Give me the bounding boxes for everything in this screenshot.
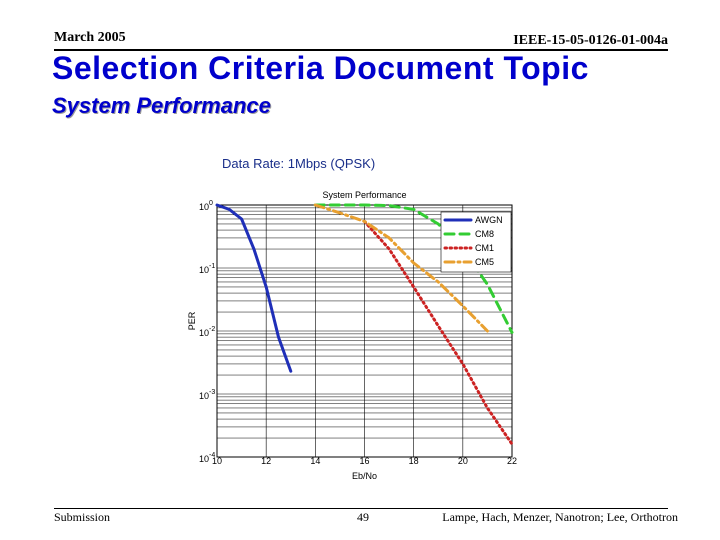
chart-caption: Data Rate: 1Mbps (QPSK) <box>222 156 376 171</box>
series-line-cm5 <box>313 203 489 333</box>
x-tick-label: 20 <box>458 456 468 466</box>
header-rule <box>54 49 668 51</box>
x-tick-label: 14 <box>310 456 320 466</box>
y-tick-label: 100 <box>199 200 213 212</box>
y-axis-label: PER <box>187 311 197 330</box>
y-tick-label: 10-2 <box>199 326 215 338</box>
x-tick-label: 18 <box>409 456 419 466</box>
footer-authors: Lampe, Hach, Menzer, Nanotron; Lee, Orth… <box>442 510 678 524</box>
x-tick-label: 10 <box>212 456 222 466</box>
series-line-awgn <box>215 203 293 373</box>
footer-page-number: 49 <box>357 510 369 524</box>
legend-label-cm5: CM5 <box>475 257 494 267</box>
legend-label-cm8: CM8 <box>475 229 494 239</box>
chart-title: System Performance <box>322 190 406 200</box>
x-tick-label: 16 <box>359 456 369 466</box>
slide-title: Selection Criteria Document Topic <box>52 50 589 86</box>
x-tick-label: 12 <box>261 456 271 466</box>
y-tick-label: 10-3 <box>199 389 215 401</box>
y-tick-label: 10-1 <box>199 263 215 275</box>
x-axis-label: Eb/No <box>352 471 377 481</box>
legend-label-cm1: CM1 <box>475 243 494 253</box>
y-tick-label: 10-4 <box>199 452 215 464</box>
legend-label-awgn: AWGN <box>475 215 503 225</box>
footer-left: Submission <box>54 510 111 524</box>
series-line-cm1 <box>363 219 514 446</box>
x-tick-label: 22 <box>507 456 517 466</box>
slide-subtitle: System Performance <box>52 93 271 118</box>
footer-rule <box>54 508 668 509</box>
header-date: March 2005 <box>54 30 126 45</box>
header-doc-id: IEEE-15-05-0126-01-004a <box>513 33 668 48</box>
series-line-cm8 <box>313 203 514 334</box>
